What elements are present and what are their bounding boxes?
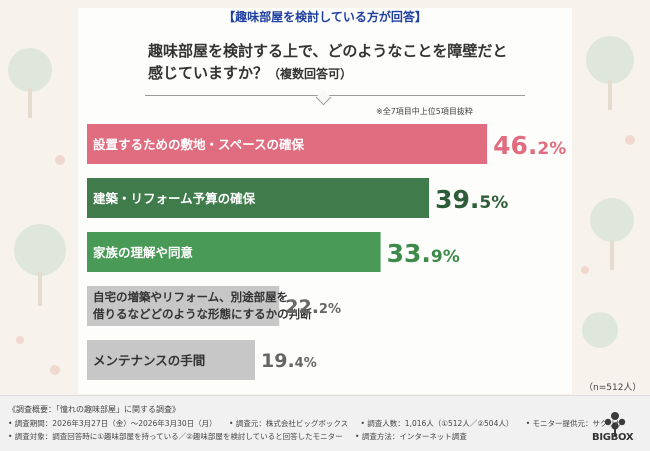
category-label: 設置するための敷地・スペースの確保 [93, 137, 305, 152]
value-label-decimal: 2% [537, 139, 566, 159]
survey-method: • 調査方法：インターネット調査 [355, 432, 467, 441]
category-label: 家族の理解や同意 [93, 245, 193, 260]
bar [87, 340, 256, 380]
category-label: 借りるなどどのような形態にするかの判断 [92, 307, 312, 321]
question-line-2-text: 感じていますか？ [148, 64, 269, 82]
value-label: 33.9% [387, 239, 460, 268]
bar [87, 232, 381, 272]
survey-footer: 《調査概要：「憧れの趣味部屋」に関する調査》 • 調査期間：2026年3月27日… [0, 395, 650, 451]
respondent-tag: 【趣味部屋を検討している方が回答】 [223, 10, 427, 24]
survey-target: • 調査対象：調査回答時に①趣味部屋を持っている／②趣味部屋を検討していると回答… [8, 432, 343, 441]
value-label: 46.2% [493, 131, 566, 160]
survey-source: • 調査元：株式会社ビッグボックス [229, 419, 349, 428]
question-suffix: （複数回答可） [268, 67, 353, 81]
sample-size: （n=512人） [584, 383, 642, 393]
logo-text: BIGBOX [592, 432, 634, 443]
value-label-decimal: 9% [431, 247, 460, 267]
value-label: 19.4% [261, 350, 317, 372]
category-label: メンテナンスの手間 [93, 353, 205, 368]
value-label-number: 46. [493, 131, 537, 160]
value-label-number: 22. [285, 296, 319, 318]
bar [87, 178, 430, 218]
survey-monitor: • モニター提供元：サクリサ [525, 419, 623, 428]
question-title: 趣味部屋を検討する上で、どのようなことを障壁だと 感じていますか？（複数回答可） [148, 40, 528, 85]
value-label-number: 33. [387, 239, 431, 268]
value-label-decimal: 5% [479, 193, 508, 213]
survey-details-line-2: • 調査対象：調査回答時に①趣味部屋を持っている／②趣味部屋を検討していると回答… [8, 431, 477, 442]
question-line-1: 趣味部屋を検討する上で、どのようなことを障壁だと [148, 42, 508, 60]
question-divider [145, 95, 525, 96]
category-label: 建築・リフォーム予算の確保 [93, 191, 256, 206]
bar [87, 286, 280, 326]
survey-details-line-1: • 調査期間：2026年3月27日（金）～2026年3月30日（月） • 調査元… [8, 418, 633, 429]
survey-period: • 調査期間：2026年3月27日（金）～2026年3月30日（月） [8, 419, 217, 428]
value-label-number: 39. [435, 185, 479, 214]
value-label-decimal: 2% [319, 302, 341, 317]
selection-note: ※全7項目中上位5項目抜粋 [376, 107, 473, 116]
bar [87, 124, 488, 164]
survey-count: • 調査人数：1,016人（①512人／②504人） [360, 419, 514, 428]
question-line-2: 感じていますか？（複数回答可） [148, 62, 528, 85]
survey-title: 《調査概要：「憧れの趣味部屋」に関する調査》 [8, 405, 180, 414]
value-label-decimal: 4% [295, 356, 317, 371]
value-label-number: 19. [261, 350, 295, 372]
value-label: 39.5% [435, 185, 508, 214]
bigbox-logo-icon [604, 412, 626, 436]
value-label: 22.2% [285, 296, 341, 318]
category-label: 自宅の増築やリフォーム、別途部屋を [93, 290, 288, 304]
